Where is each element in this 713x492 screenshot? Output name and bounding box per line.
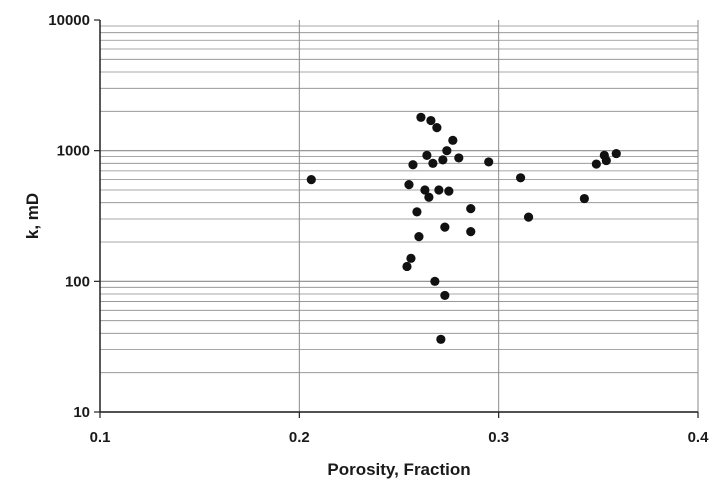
tick-labels: 0.1 0.2 0.3 0.4 10 100 1000 10000 — [48, 12, 709, 446]
data-point — [440, 222, 450, 232]
y-tick-label: 100 — [65, 273, 90, 290]
data-point — [591, 159, 601, 169]
data-point — [420, 185, 430, 195]
grid-lines — [99, 20, 699, 413]
data-point — [306, 175, 316, 185]
x-axis-label: Porosity, Fraction — [327, 460, 470, 479]
data-point — [412, 207, 422, 217]
data-point — [438, 155, 448, 165]
x-tick-label: 0.2 — [289, 429, 310, 446]
data-point — [466, 227, 476, 237]
data-point — [416, 112, 426, 122]
data-point — [436, 334, 446, 344]
data-point — [422, 150, 432, 160]
y-tick-label: 1000 — [57, 143, 90, 160]
data-point — [444, 186, 454, 196]
data-point — [424, 192, 434, 202]
data-point — [402, 261, 412, 272]
plot-area — [100, 20, 698, 412]
data-point — [601, 155, 611, 166]
data-point — [611, 148, 621, 159]
data-point — [466, 204, 476, 214]
data-point — [428, 158, 438, 168]
data-point — [408, 160, 418, 170]
data-point — [432, 123, 442, 133]
x-tick-label: 0.1 — [90, 429, 111, 446]
x-tick-label: 0.3 — [488, 429, 509, 446]
data-points — [306, 112, 621, 344]
data-point — [404, 179, 414, 190]
y-axis-label: k, mD — [23, 193, 42, 239]
data-point — [579, 193, 589, 204]
data-point — [454, 153, 464, 163]
data-point — [440, 290, 450, 301]
data-point — [523, 212, 534, 222]
data-point — [406, 253, 416, 263]
data-point — [515, 173, 526, 183]
data-point — [448, 135, 458, 145]
data-point — [434, 185, 444, 195]
y-tick-label: 10 — [73, 404, 90, 421]
axes — [94, 19, 699, 418]
x-tick-label: 0.4 — [688, 429, 710, 446]
data-point — [484, 157, 494, 167]
y-tick-label: 10000 — [48, 12, 90, 29]
data-point — [442, 146, 452, 156]
data-point — [426, 115, 436, 126]
data-point — [430, 276, 440, 286]
data-point — [414, 231, 424, 242]
